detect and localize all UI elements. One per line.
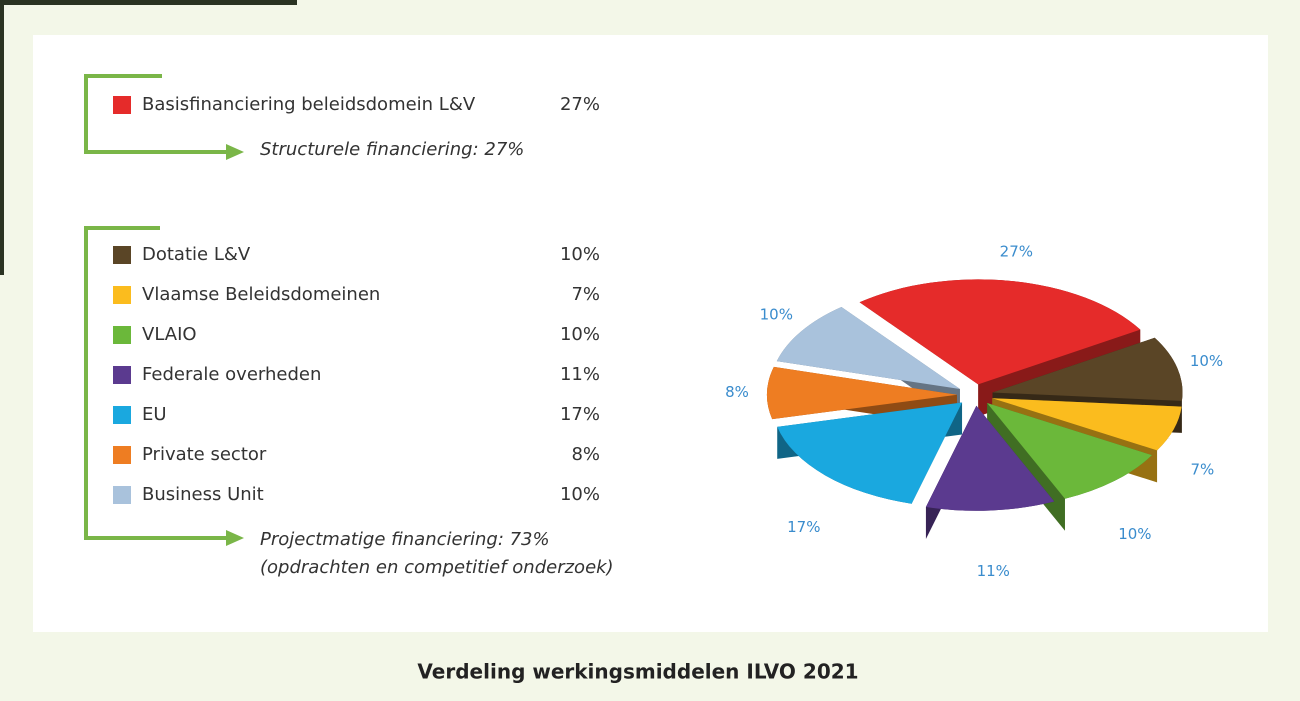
data-label: 11% [977,562,1010,580]
pie-slice [777,402,963,504]
legend-value: 8% [571,444,600,465]
bracket [84,74,228,154]
legend-value: 7% [571,284,600,305]
arrow [226,530,244,546]
legend-swatch [113,406,131,424]
data-label: 17% [787,518,820,536]
legend-value: 10% [560,484,600,505]
pie-slice [992,398,1182,451]
legend-swatch [113,366,131,384]
legend-swatch [113,246,131,264]
legend-label: Dotatie L&V [142,244,251,265]
legend-label: Basisfinanciering beleidsdomein L&V [142,94,476,115]
legend-label: EU [142,404,167,425]
data-label: 10% [1118,525,1151,543]
pie-slice [776,306,960,390]
legend-value: 27% [560,94,600,115]
pie-slice [925,405,1055,511]
legend-value: 17% [560,404,600,425]
annotation: Projectmatige financiering: 73% [260,529,550,550]
legend-label: Federale overheden [142,364,321,385]
legend-label: Vlaamse Beleidsdomeinen [142,284,380,305]
pie-slice [767,366,958,420]
legend-value: 10% [560,324,600,345]
annotation: (opdrachten en competitief onderzoek) [260,557,614,578]
data-label: 10% [1190,352,1223,370]
legend-swatch [113,446,131,464]
photo-edge [0,0,4,275]
legend-swatch [113,326,131,344]
pie-slice [992,337,1183,401]
legend-label: Business Unit [142,484,264,505]
legend-value: 11% [560,364,600,385]
pie-slice [859,279,1141,385]
data-label: 10% [760,306,793,324]
photo-edge [0,0,297,5]
annotation: Structurele financiering: 27% [260,139,524,160]
arrow [226,144,244,160]
data-label: 8% [725,383,749,401]
legend-value: 10% [560,244,600,265]
chart-title: Verdeling werkingsmiddelen ILVO 2021 [417,660,858,684]
data-label: 7% [1190,460,1214,478]
data-label: 27% [1000,243,1033,261]
legend-swatch [113,96,131,114]
legend-swatch [113,486,131,504]
legend-label: VLAIO [142,324,197,345]
bracket [84,226,228,540]
legend-swatch [113,286,131,304]
legend-label: Private sector [142,444,267,465]
pie-slice [987,403,1152,499]
